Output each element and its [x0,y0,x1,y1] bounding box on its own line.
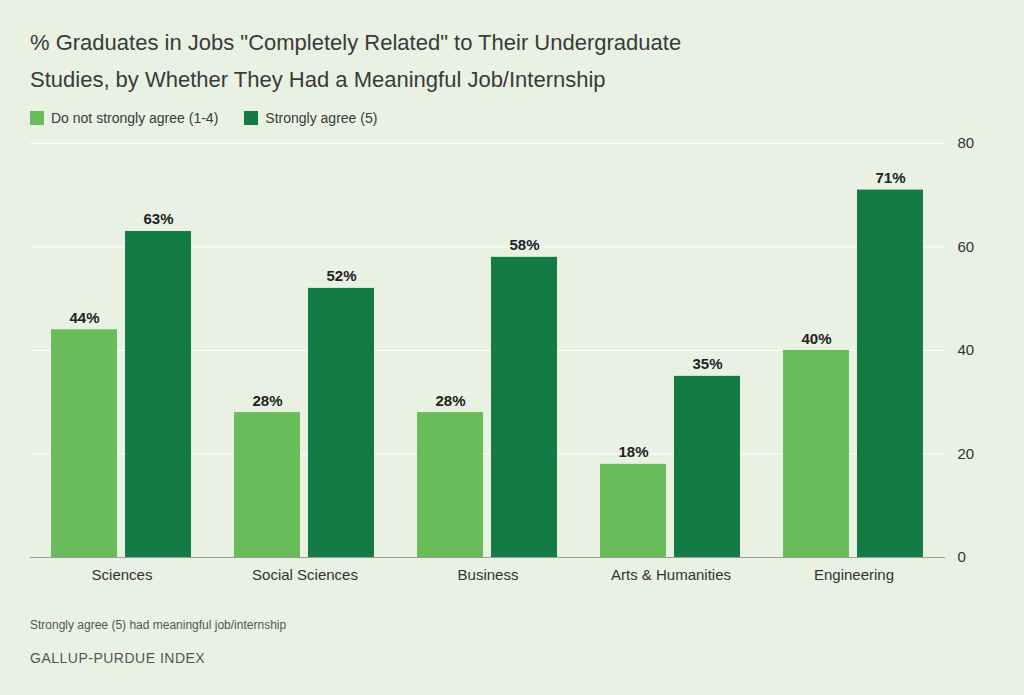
svg-text:40: 40 [958,341,975,358]
html-text:Strongly agree (5): Strongly agree (5) [265,110,378,126]
html-text:GALLUP-PURDUE INDEX: GALLUP-PURDUE INDEX [30,650,206,666]
svg-text:80: 80 [958,134,975,151]
svg-text:Business: Business [458,566,519,583]
svg-text:28%: 28% [435,392,465,409]
svg-text:Engineering: Engineering [814,566,894,583]
svg-text:28%: 28% [252,392,282,409]
svg-text:20: 20 [958,445,975,462]
svg-text:71%: 71% [875,169,905,186]
svg-text:Sciences: Sciences [92,566,153,583]
svg-text:40%: 40% [801,330,831,347]
svg-text:44%: 44% [69,309,99,326]
svg-text:0: 0 [958,548,966,565]
html-text:% Graduates in Jobs "Completel: % Graduates in Jobs "Completely Related"… [30,30,682,92]
html-text:Strongly agree (5) had meaning: Strongly agree (5) had meaningful job/in… [30,618,287,632]
svg-text:35%: 35% [692,355,722,372]
html-text:Do not strongly agree (1-4): Do not strongly agree (1-4) [51,110,219,126]
svg-text:18%: 18% [618,443,648,460]
svg-text:52%: 52% [326,267,356,284]
svg-text:58%: 58% [509,236,539,253]
svg-text:Social Sciences: Social Sciences [252,566,358,583]
svg-text:60: 60 [958,238,975,255]
svg-text:63%: 63% [143,210,173,227]
svg-text:Arts & Humanities: Arts & Humanities [611,566,731,583]
